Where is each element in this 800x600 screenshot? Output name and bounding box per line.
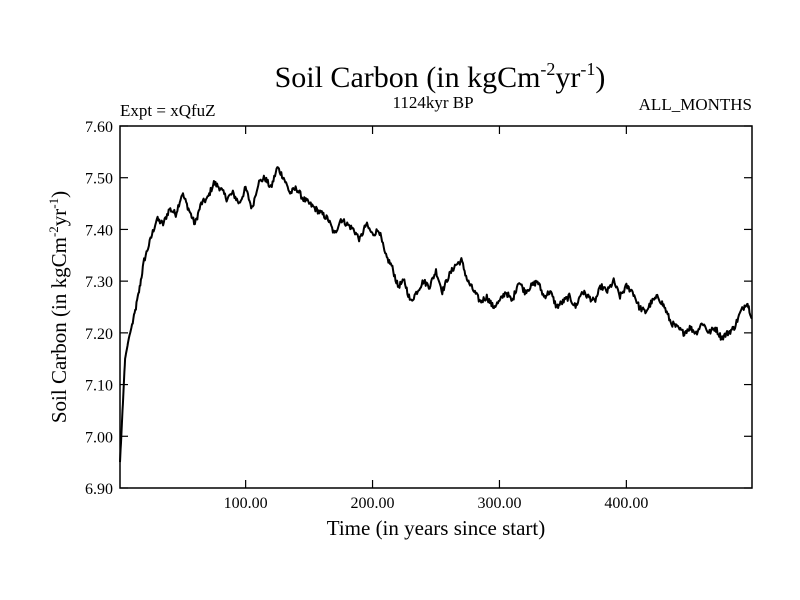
y-tick-label: 7.40 xyxy=(85,222,113,239)
chart-title: Soil Carbon (in kgCm-2yr-1) xyxy=(275,59,606,94)
y-tick-label: 7.30 xyxy=(85,274,113,291)
y-axis: 6.90 7.00 7.10 7.20 7.30 7.40 7.50 7.60 xyxy=(85,119,752,498)
x-tick-label: 400.00 xyxy=(604,495,648,512)
y-tick-label: 7.60 xyxy=(85,119,113,136)
months-label: ALL_MONTHS xyxy=(639,95,752,114)
plot-area xyxy=(119,125,753,489)
period-label: 1124kyr BP xyxy=(392,93,473,112)
series-line-soil-carbon xyxy=(119,166,753,463)
y-tick-label: 7.00 xyxy=(85,429,113,446)
y-tick-label: 6.90 xyxy=(85,481,113,498)
y-tick-label: 7.10 xyxy=(85,378,113,395)
x-axis-label: Time (in years since start) xyxy=(327,516,546,540)
x-tick-label: 200.00 xyxy=(351,495,395,512)
y-axis-label: Soil Carbon (in kgCm-2yr-1) xyxy=(46,191,71,423)
x-tick-label: 100.00 xyxy=(224,495,268,512)
experiment-label: Expt = xQfuZ xyxy=(120,101,216,120)
x-axis: 100.00 200.00 300.00 400.00 xyxy=(224,126,648,512)
x-tick-label: 300.00 xyxy=(477,495,521,512)
y-tick-label: 7.20 xyxy=(85,326,113,343)
y-tick-label: 7.50 xyxy=(85,171,113,188)
